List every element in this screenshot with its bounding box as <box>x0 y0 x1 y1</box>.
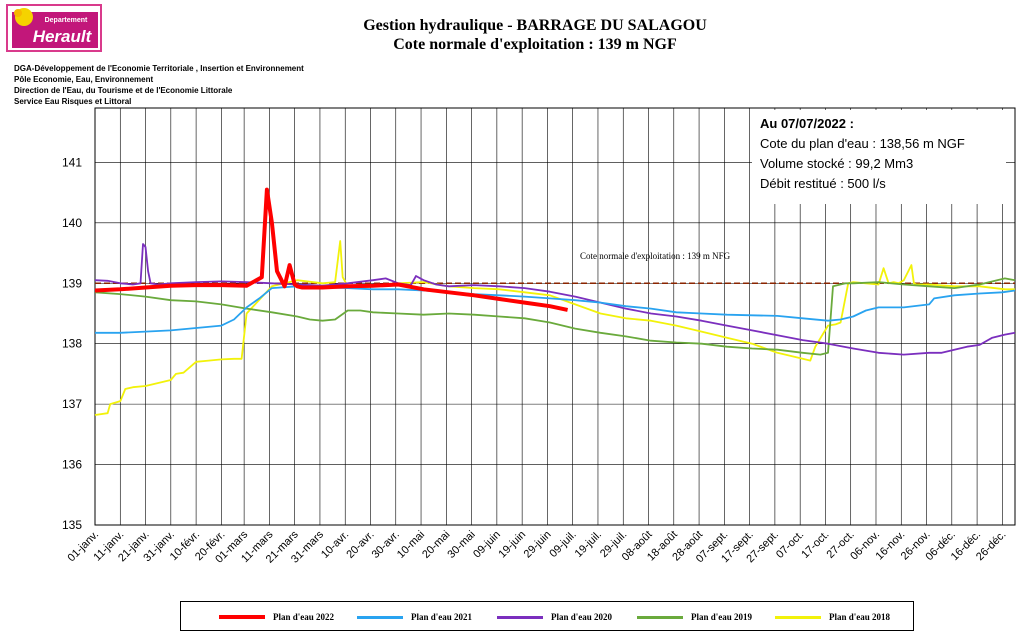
legend-label-2020: Plan d'eau 2020 <box>551 612 613 622</box>
legend-swatch-2018 <box>775 616 821 619</box>
page-title: Gestion hydraulique - BARRAGE DU SALAGOU… <box>300 16 770 54</box>
y-tick-label: 140 <box>62 216 82 230</box>
series-layer <box>94 187 1016 416</box>
series-line-2019 <box>94 277 1016 356</box>
y-tick-label: 135 <box>62 518 82 532</box>
x-tick-label: 30-avr. <box>370 529 402 561</box>
info-volume: Volume stocké : 99,2 Mm3 <box>760 156 914 171</box>
x-tick-label: 19-juil. <box>573 529 604 560</box>
x-tick-label: 30-mai <box>445 529 477 561</box>
legend-label-2021: Plan d'eau 2021 <box>411 612 473 622</box>
info-heading: Au 07/07/2022 : <box>760 116 854 131</box>
logo-main-text: Herault <box>33 27 93 46</box>
org-line-2: Pôle Economie, Eau, Environnement <box>14 75 154 84</box>
water-level-chart: 135 136 137 138 139 140 141 01-janv.11-janv.21… <box>62 107 1016 566</box>
title-line-2: Cote normale d'exploitation : 139 m NGF <box>393 36 677 53</box>
y-tick-labels: 135 136 137 138 139 140 141 <box>62 155 82 532</box>
reference-line-layer: Cote normale d'exploitation : 139 m NFG <box>95 251 1015 285</box>
org-line-3: Direction de l'Eau, du Tourisme et de l'… <box>14 86 233 95</box>
x-tick-label: 17-oct. <box>799 529 831 561</box>
org-line-1: DGA-Développement de l'Economie Territor… <box>14 64 304 73</box>
series-line-2018 <box>94 240 1015 416</box>
x-tick-label: 20-avr. <box>344 529 376 561</box>
herault-logo: Departement Herault <box>6 4 102 52</box>
x-tick-label: 29-juin <box>522 529 554 561</box>
legend-label-2018: Plan d'eau 2018 <box>829 612 891 622</box>
reference-line-label: Cote normale d'exploitation : 139 m NFG <box>580 251 731 261</box>
org-line-4: Service Eau Risques et Littoral <box>14 97 132 106</box>
info-water-level: Cote du plan d'eau : 138,56 m NGF <box>760 136 965 151</box>
y-tick-label: 137 <box>62 397 82 411</box>
logo-top-text: Departement <box>45 17 88 24</box>
legend-swatch-2020 <box>497 616 543 619</box>
x-tick-label: 09-juil. <box>547 529 578 560</box>
x-tick-label: 10-mai <box>395 529 427 561</box>
x-tick-label: 07-oct. <box>774 529 806 561</box>
legend-label-2019: Plan d'eau 2019 <box>691 612 753 622</box>
series-line-2021 <box>95 285 1016 334</box>
y-tick-label: 138 <box>62 337 82 351</box>
legend-swatch-2019 <box>637 616 683 619</box>
x-tick-label: 10-avr. <box>319 529 351 561</box>
series-line-2022 <box>94 187 569 312</box>
title-line-1: Gestion hydraulique - BARRAGE DU SALAGOU <box>363 17 707 34</box>
organization-block: DGA-Développement de l'Economie Territor… <box>14 63 304 107</box>
info-flow: Débit restitué : 500 l/s <box>760 176 886 191</box>
status-info-box: Au 07/07/2022 : Cote du plan d'eau : 138… <box>752 110 1006 204</box>
legend-label-2022: Plan d'eau 2022 <box>273 612 335 622</box>
x-tick-label: 20-mai <box>420 529 452 561</box>
y-tick-label: 141 <box>62 155 82 169</box>
x-tick-label: 09-juin <box>471 529 503 561</box>
legend-swatch-2022 <box>219 615 265 619</box>
chart-legend: Plan d'eau 2022 Plan d'eau 2021 Plan d'e… <box>180 601 914 631</box>
x-tick-label: 19-juin <box>496 529 528 561</box>
y-tick-label: 139 <box>62 276 82 290</box>
legend-swatch-2021 <box>357 616 403 619</box>
x-tick-labels: 01-janv.11-janv.21-janv.31-janv.10-févr.… <box>66 528 1009 565</box>
series-line-2020 <box>94 243 1016 356</box>
y-tick-label: 136 <box>62 458 82 472</box>
